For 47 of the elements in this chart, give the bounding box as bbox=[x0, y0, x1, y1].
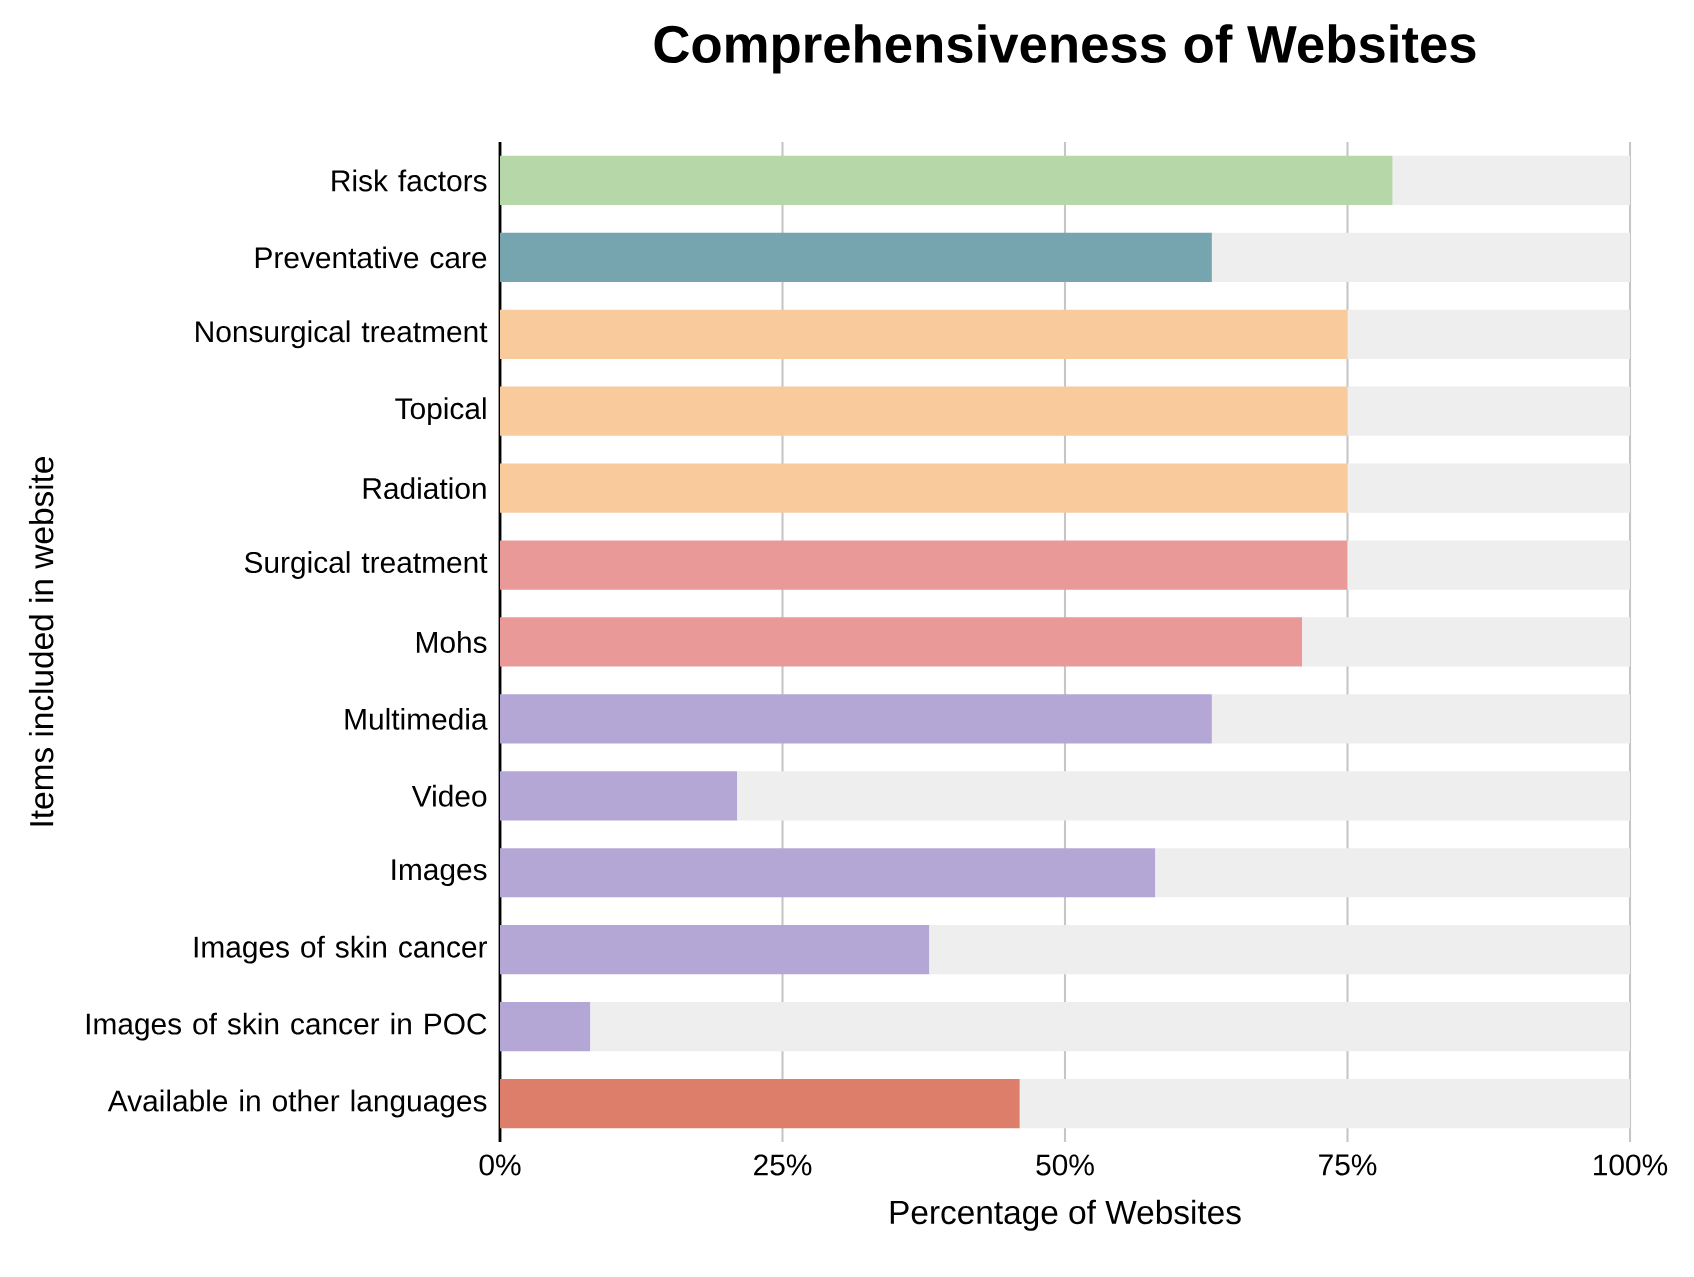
bar bbox=[500, 309, 1348, 359]
x-tick-label: 0% bbox=[479, 1154, 521, 1176]
bar bbox=[1392, 155, 1630, 206]
x-axis-title: Percentage of Websites bbox=[890, 1199, 1241, 1231]
y-tick-label: Images of skin cancer in POC bbox=[86, 1012, 487, 1041]
bar bbox=[1211, 694, 1630, 744]
y-tick-label: Mohs bbox=[416, 631, 487, 653]
bar bbox=[500, 540, 1348, 590]
bar bbox=[1211, 232, 1630, 282]
y-tick-label: Video bbox=[411, 784, 487, 807]
y-tick-label: Images bbox=[392, 859, 487, 887]
y-tick-label: Risk factors bbox=[332, 169, 487, 192]
bar bbox=[500, 386, 1348, 436]
x-tick-label: 100% bbox=[1594, 1154, 1668, 1176]
y-tick-label: Available in other languages bbox=[107, 1089, 487, 1118]
bar bbox=[500, 694, 1212, 744]
bar bbox=[1302, 617, 1630, 667]
bar bbox=[500, 1002, 591, 1052]
y-tick-label: Images of skin cancer bbox=[194, 935, 487, 964]
bar bbox=[500, 771, 738, 821]
bar bbox=[590, 1002, 1630, 1052]
bar bbox=[500, 617, 1303, 667]
bar bbox=[500, 232, 1212, 282]
bar bbox=[500, 848, 1156, 898]
x-tick-label: 50% bbox=[1036, 1154, 1094, 1176]
y-tick-label: Surgical treatment bbox=[244, 551, 488, 579]
chart-title: Comprehensiveness of Websites bbox=[654, 24, 1476, 74]
bar bbox=[1019, 1078, 1630, 1129]
y-tick-label: Preventative care bbox=[255, 246, 487, 269]
bar bbox=[500, 463, 1348, 513]
bar bbox=[1155, 848, 1630, 898]
bar bbox=[500, 1078, 1020, 1129]
bar bbox=[929, 925, 1630, 975]
bar bbox=[737, 771, 1630, 821]
bar bbox=[1347, 386, 1630, 436]
y-tick-label: Nonsurgical treatment bbox=[196, 320, 488, 349]
x-tick-label: 25% bbox=[754, 1154, 812, 1176]
bar bbox=[1347, 463, 1630, 513]
y-axis-title: Items included in website bbox=[28, 457, 54, 826]
y-tick-label: Topical bbox=[395, 397, 486, 426]
x-tick-label: 75% bbox=[1319, 1154, 1377, 1176]
bar bbox=[500, 925, 930, 975]
bar bbox=[1347, 309, 1630, 359]
bar bbox=[500, 155, 1393, 206]
bar bbox=[1347, 540, 1630, 590]
y-tick-label: Radiation bbox=[363, 477, 486, 500]
y-tick-label: Multimedia bbox=[345, 707, 488, 730]
